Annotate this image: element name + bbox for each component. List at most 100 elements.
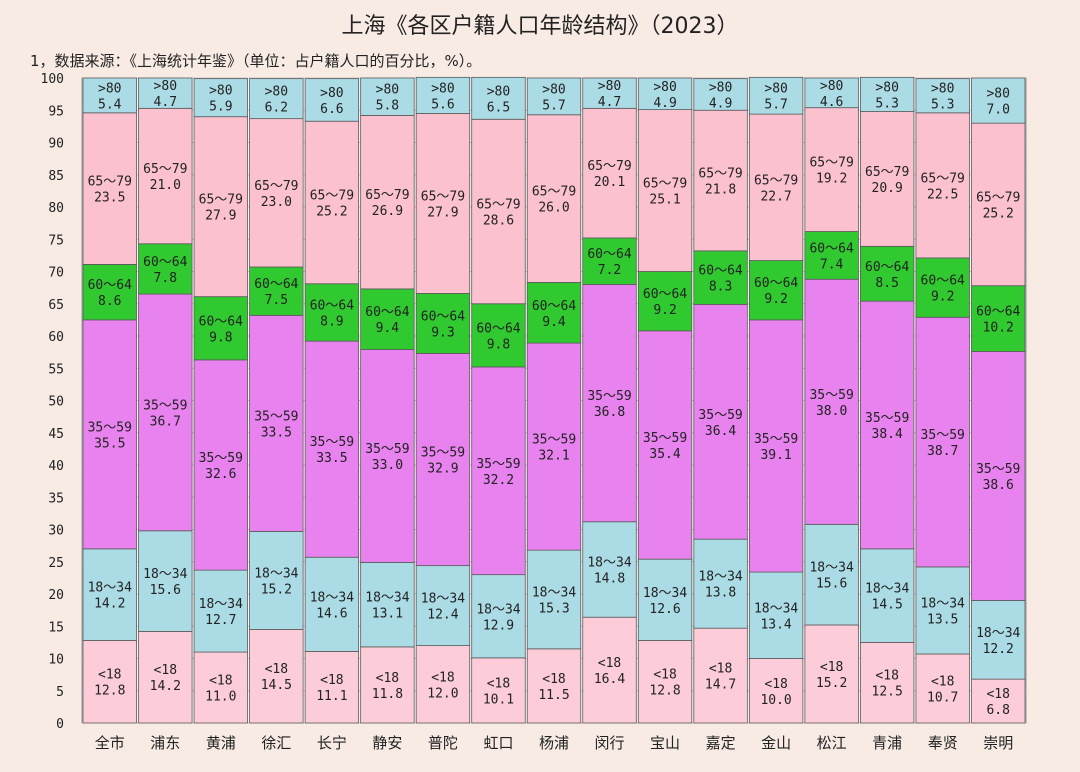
- segment-label: >80: [376, 83, 399, 98]
- segment-value: 6.6: [320, 102, 343, 117]
- segment-label: 35～59: [643, 431, 687, 446]
- segment-value: 26.0: [538, 201, 569, 216]
- bar-segment: [82, 640, 137, 724]
- segment-label: >80: [598, 79, 621, 94]
- bar-segment: [804, 624, 859, 724]
- segment-label: 18～34: [143, 567, 187, 582]
- segment-label: 60～64: [587, 247, 631, 262]
- bar-segment: [860, 245, 915, 302]
- segment-value: 15.6: [150, 583, 181, 598]
- segment-label: 60～64: [532, 299, 576, 314]
- segment-value: 26.9: [372, 204, 403, 219]
- segment-label: 65～79: [643, 177, 687, 192]
- bar-segment: [193, 78, 248, 118]
- bar-segment: [915, 653, 970, 724]
- bar-segment: [304, 340, 360, 558]
- bar-segment: [193, 296, 248, 361]
- segment-label: 65～79: [199, 193, 243, 208]
- segment-value: 36.4: [705, 424, 736, 439]
- segment-label: 65～79: [310, 188, 354, 203]
- segment-value: 14.5: [261, 678, 292, 693]
- segment-label: 35～59: [532, 433, 576, 448]
- bar-segment: [860, 76, 915, 112]
- segment-value: 6.8: [986, 703, 1009, 718]
- segment-value: 33.5: [261, 425, 292, 440]
- segment-value: 8.5: [875, 276, 898, 291]
- bar-segment: [748, 571, 804, 659]
- segment-label: <18: [209, 674, 232, 689]
- segment-value: 4.7: [154, 95, 177, 110]
- bar-segment: [471, 76, 526, 120]
- bar-segment: [860, 300, 915, 550]
- x-tick-label: 静安: [372, 734, 402, 752]
- bar-segment: [138, 530, 193, 632]
- segment-label: >80: [875, 80, 898, 95]
- bar-segment: [415, 293, 471, 354]
- segment-label: 18～34: [254, 566, 298, 581]
- bar-segment: [915, 112, 970, 259]
- bar-segment: [971, 285, 1026, 352]
- segment-label: 35～59: [476, 457, 520, 472]
- segment-value: 10.7: [927, 690, 958, 705]
- y-tick-label: 15: [48, 620, 64, 635]
- segment-label: 65～79: [143, 162, 187, 177]
- segment-label: 18～34: [476, 602, 520, 617]
- segment-label: <18: [376, 671, 399, 686]
- segment-label: 65～79: [754, 173, 798, 188]
- bar-segment: [915, 566, 970, 655]
- segment-value: 22.5: [927, 187, 958, 202]
- bar-segment: [526, 648, 582, 724]
- bar-segment: [915, 316, 970, 568]
- segment-label: 35～59: [809, 388, 853, 403]
- segment-value: 25.1: [649, 193, 680, 208]
- segment-value: 9.4: [376, 321, 400, 336]
- segment-label: <18: [431, 670, 454, 685]
- segment-value: 14.5: [872, 598, 903, 613]
- segment-value: 14.7: [705, 678, 736, 693]
- segment-value: 11.8: [372, 687, 403, 702]
- segment-value: 11.5: [538, 688, 569, 703]
- segment-value: 7.8: [154, 271, 177, 286]
- y-tick-label: 10: [48, 653, 64, 668]
- segment-label: 18～34: [532, 585, 576, 600]
- bar-segment: [693, 109, 748, 252]
- segment-label: >80: [265, 85, 288, 100]
- bar-segment: [360, 288, 415, 350]
- segment-value: 38.6: [983, 478, 1014, 493]
- x-tick-label: 普陀: [428, 734, 458, 752]
- x-tick-label: 全市: [95, 734, 125, 752]
- segment-value: 21.8: [705, 183, 736, 198]
- bar-segment: [693, 78, 748, 111]
- y-tick-label: 40: [48, 459, 64, 474]
- segment-value: 36.7: [150, 414, 181, 429]
- bar-segment: [304, 78, 360, 122]
- bar-segment: [138, 77, 193, 109]
- segment-label: 60～64: [143, 255, 187, 270]
- bar-segment: [304, 120, 360, 285]
- segment-value: 14.8: [594, 571, 625, 586]
- bar-segment: [526, 282, 582, 344]
- segment-value: 12.9: [483, 618, 514, 633]
- segment-value: 32.6: [205, 467, 236, 482]
- segment-label: 65～79: [587, 159, 631, 174]
- bar-segment: [748, 113, 804, 261]
- bar-segment: [860, 641, 915, 724]
- segment-label: <18: [98, 668, 121, 683]
- segment-label: 60～64: [310, 298, 354, 313]
- segment-label: >80: [209, 84, 232, 99]
- segment-value: 4.7: [598, 95, 621, 110]
- y-tick-label: 70: [48, 266, 64, 281]
- segment-value: 27.9: [427, 205, 458, 220]
- segment-label: 18～34: [698, 570, 742, 585]
- segment-value: 15.6: [816, 577, 847, 592]
- y-tick-label: 5: [56, 685, 64, 700]
- segment-value: 19.2: [816, 172, 847, 187]
- x-tick-label: 青浦: [872, 734, 902, 752]
- segment-label: 65～79: [976, 190, 1020, 205]
- bar-segment: [249, 531, 304, 630]
- y-tick-label: 30: [48, 524, 64, 539]
- bar-segment: [526, 77, 582, 116]
- segment-label: 65～79: [532, 185, 576, 200]
- y-tick-label: 50: [48, 395, 64, 410]
